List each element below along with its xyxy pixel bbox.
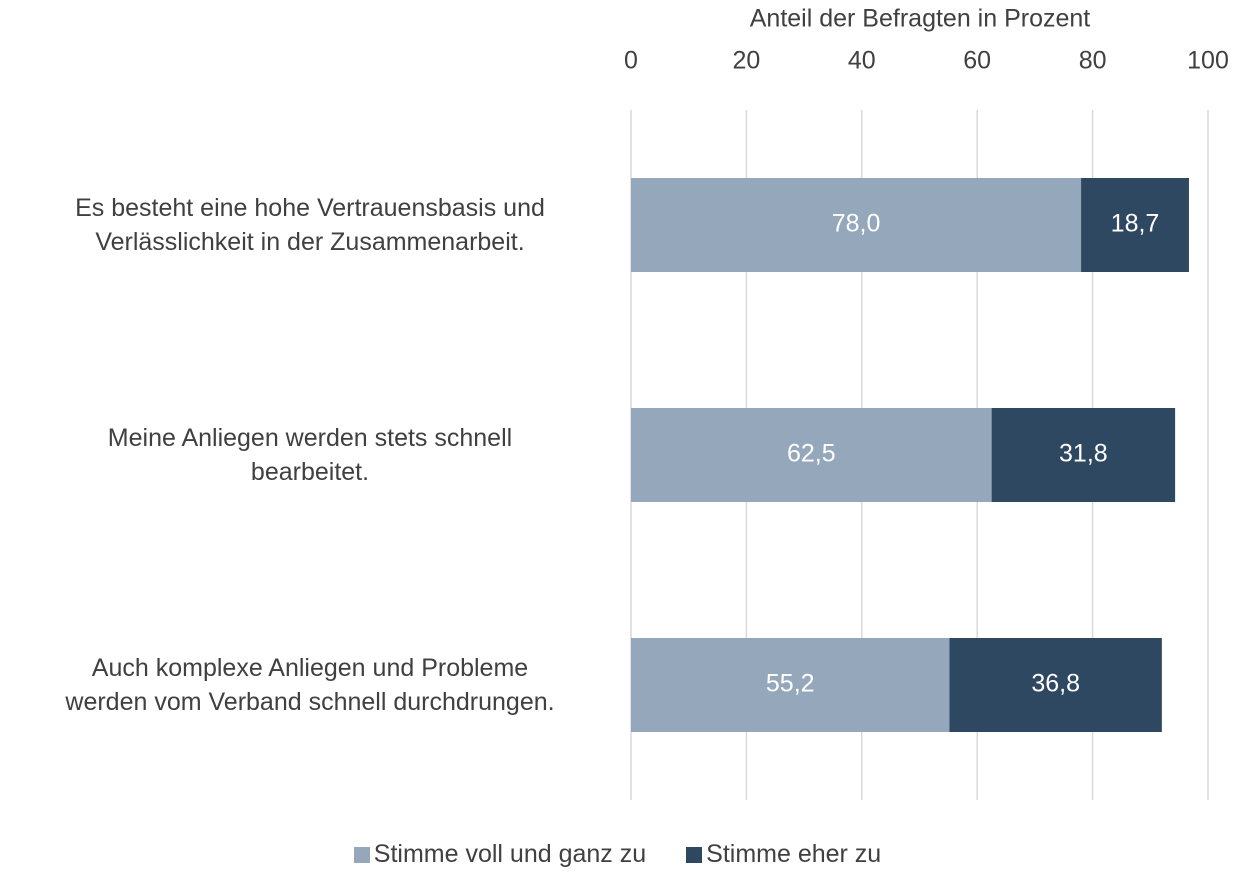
bar-segment (631, 408, 992, 502)
data-label: 18,7 (1111, 210, 1160, 238)
category-label: Meine Anliegen werden stets schnell bear… (107, 424, 513, 486)
data-label: 36,8 (1031, 670, 1080, 698)
x-tick-label: 40 (848, 47, 876, 75)
legend-item: Stimme voll und ganz zu (353, 840, 647, 869)
bar-segment (949, 638, 1162, 732)
data-label: 55,2 (766, 670, 815, 698)
legend-label: Stimme eher zu (706, 840, 882, 868)
legend-swatch (686, 846, 703, 863)
x-tick-label: 60 (963, 47, 991, 75)
category-label: Auch komplexe Anliegen und Probleme werd… (65, 654, 555, 716)
category-label: Es besteht eine hohe Vertrauensbasis und… (75, 194, 545, 256)
bar-segment (631, 638, 950, 732)
x-tick-label: 100 (1187, 47, 1229, 75)
data-label: 78,0 (832, 210, 881, 238)
legend-label: Stimme voll und ganz zu (373, 840, 647, 868)
axis-title: Anteil der Befragten in Prozent (750, 5, 1091, 33)
x-tick-label: 80 (1079, 47, 1107, 75)
legend-item: Stimme eher zu (686, 840, 881, 869)
bar-segment (631, 178, 1082, 272)
legend-swatch (353, 846, 370, 863)
data-label: 62,5 (787, 440, 836, 468)
bar-segment (991, 408, 1176, 502)
x-tick-label: 0 (624, 47, 638, 75)
bar-segment (1081, 178, 1189, 272)
legend: Stimme voll und ganz zu Stimme eher zu (0, 840, 1235, 869)
data-label: 31,8 (1059, 440, 1108, 468)
x-tick-label: 20 (732, 47, 760, 75)
